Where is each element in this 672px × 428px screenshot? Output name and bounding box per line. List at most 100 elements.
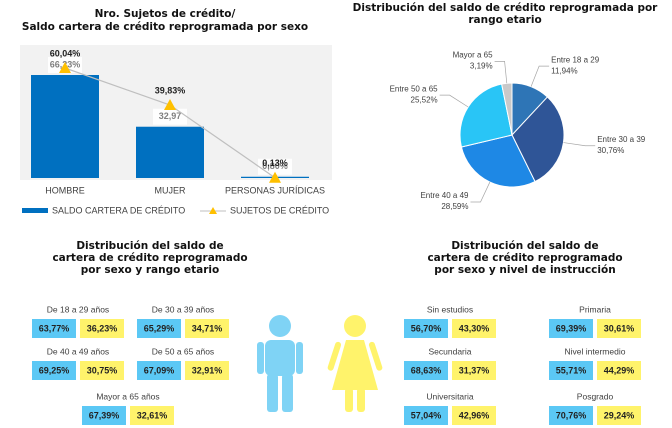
percent-box bbox=[137, 361, 181, 380]
value-label: 32,97 bbox=[159, 111, 182, 121]
pie-label: Entre 30 a 39 bbox=[597, 135, 646, 144]
percent-value: 55,71% bbox=[556, 365, 587, 375]
title: Distribución del saldo de crédito reprog… bbox=[353, 2, 659, 14]
percent-value: 67,09% bbox=[144, 365, 175, 375]
percent-box bbox=[404, 406, 448, 425]
percent-value: 44,29% bbox=[604, 365, 635, 375]
line-marker bbox=[59, 62, 71, 73]
percent-value: 34,71% bbox=[192, 323, 223, 333]
percent-box bbox=[32, 361, 76, 380]
group-label: Nivel intermedio bbox=[565, 346, 626, 356]
leader-line bbox=[470, 181, 491, 203]
pie-value-label: 25,52% bbox=[411, 95, 438, 104]
value-label-box bbox=[153, 108, 187, 125]
percent-value: 43,30% bbox=[459, 323, 490, 333]
pie-slice bbox=[460, 134, 536, 188]
leader-line bbox=[563, 142, 596, 147]
percent-value: 68,63% bbox=[411, 365, 442, 375]
legend-swatch bbox=[209, 207, 217, 214]
bar bbox=[31, 75, 99, 178]
percent-box bbox=[185, 319, 229, 338]
percent-value: 32,91% bbox=[192, 365, 223, 375]
value-label: 0,80% bbox=[262, 161, 288, 171]
pie-value-label: 11,94% bbox=[551, 66, 578, 75]
percent-box bbox=[597, 406, 641, 425]
title: cartera de crédito reprogramado bbox=[427, 252, 622, 264]
legend-label: SALDO CARTERA DE CRÉDITO bbox=[52, 205, 185, 215]
leader-line bbox=[494, 61, 508, 84]
percent-value: 69,39% bbox=[556, 323, 587, 333]
pie-value-label: 3,19% bbox=[470, 61, 493, 70]
group-label: Mayor a 65 años bbox=[96, 391, 159, 401]
woman-icon bbox=[327, 315, 383, 412]
value-label: 60,04% bbox=[50, 48, 81, 58]
percent-box bbox=[549, 406, 593, 425]
bar bbox=[136, 126, 204, 178]
pie-label: Mayor a 65 bbox=[453, 50, 494, 59]
x-tick-label: MUJER bbox=[155, 185, 186, 195]
group-label: Primaria bbox=[579, 304, 611, 314]
pie-value-label: 28,59% bbox=[441, 202, 468, 211]
percent-box bbox=[549, 319, 593, 338]
percent-value: 42,96% bbox=[459, 410, 490, 420]
percent-value: 69,25% bbox=[39, 365, 70, 375]
percent-box bbox=[80, 361, 124, 380]
percent-value: 29,24% bbox=[604, 410, 635, 420]
value-label-box bbox=[258, 158, 292, 175]
percent-value: 30,75% bbox=[87, 365, 118, 375]
title: Distribución del saldo de bbox=[451, 240, 598, 252]
percent-value: 32,61% bbox=[137, 410, 168, 420]
group-label: De 40 a 49 años bbox=[47, 346, 109, 356]
title: cartera de crédito reprogramado bbox=[52, 252, 247, 264]
percent-value: 57,04% bbox=[411, 410, 442, 420]
pie-label: Entre 18 a 29 bbox=[551, 55, 600, 64]
leader-line bbox=[439, 94, 469, 108]
title: por sexo y nivel de instrucción bbox=[434, 264, 615, 276]
percent-value: 67,39% bbox=[89, 410, 120, 420]
title: Nro. Sujetos de crédito/ bbox=[95, 8, 236, 20]
group-label: De 50 a 65 años bbox=[152, 346, 214, 356]
group-label: Posgrado bbox=[577, 391, 614, 401]
percent-value: 30,61% bbox=[604, 323, 635, 333]
group-label: Sin estudios bbox=[427, 304, 473, 314]
pie-label: Entre 40 a 49 bbox=[420, 191, 469, 200]
percent-box bbox=[137, 319, 181, 338]
man-icon bbox=[257, 315, 303, 412]
title: Distribución del saldo de bbox=[76, 240, 223, 252]
percent-value: 63,77% bbox=[39, 323, 70, 333]
line-marker bbox=[269, 171, 281, 183]
percent-box bbox=[130, 406, 174, 425]
percent-value: 36,23% bbox=[87, 323, 118, 333]
title: rango etario bbox=[468, 14, 541, 26]
pie-label: Entre 50 a 65 bbox=[390, 84, 439, 93]
group-label: De 30 a 39 años bbox=[152, 304, 214, 314]
percent-value: 65,29% bbox=[144, 323, 175, 333]
x-tick-label: HOMBRE bbox=[45, 185, 85, 195]
group-label: Universitaria bbox=[426, 391, 474, 401]
percent-box bbox=[404, 361, 448, 380]
value-label: 0,13% bbox=[262, 158, 288, 168]
percent-box bbox=[82, 406, 126, 425]
percent-value: 56,70% bbox=[411, 323, 442, 333]
percent-box bbox=[32, 319, 76, 338]
title: Saldo cartera de crédito reprogramada po… bbox=[22, 21, 308, 33]
x-tick-label: PERSONAS JURÍDICAS bbox=[225, 185, 325, 195]
group-label: De 18 a 29 años bbox=[47, 304, 109, 314]
legend-swatch bbox=[22, 208, 48, 213]
value-label: 39,83% bbox=[155, 85, 186, 95]
percent-box bbox=[404, 319, 448, 338]
title: por sexo y rango etario bbox=[81, 264, 219, 276]
percent-box bbox=[80, 319, 124, 338]
percent-box bbox=[452, 319, 496, 338]
legend-label: SUJETOS DE CRÉDITO bbox=[230, 205, 329, 215]
percent-box bbox=[597, 361, 641, 380]
group-label: Secundaria bbox=[428, 346, 471, 356]
percent-box bbox=[185, 361, 229, 380]
percent-box bbox=[549, 361, 593, 380]
percent-value: 70,76% bbox=[556, 410, 587, 420]
percent-box bbox=[452, 406, 496, 425]
line-marker bbox=[164, 99, 176, 111]
percent-value: 31,37% bbox=[459, 365, 490, 375]
percent-box bbox=[597, 319, 641, 338]
